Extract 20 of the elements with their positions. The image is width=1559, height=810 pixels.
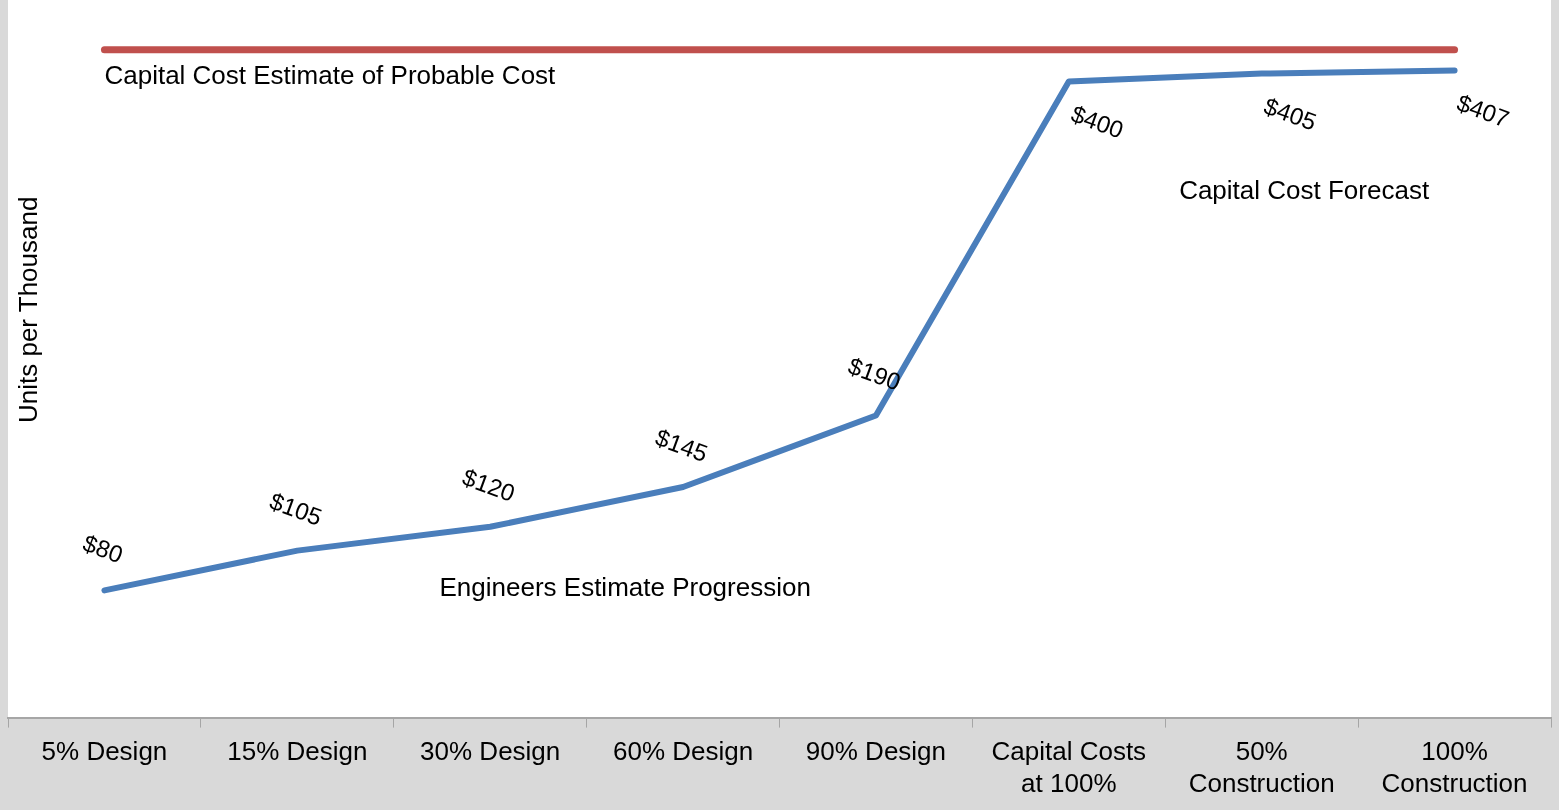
- x-tick-label: 30% Design: [420, 736, 561, 767]
- y-axis-title: Units per Thousand: [13, 196, 44, 424]
- annotation: Engineers Estimate Progression: [439, 571, 811, 602]
- x-tick-label: Capital Costs at 100%: [991, 736, 1147, 798]
- annotation: Capital Cost Forecast: [1179, 174, 1430, 205]
- x-tick-label: 50% Construction: [1188, 736, 1335, 798]
- x-tick-label: 100% Construction: [1381, 736, 1528, 798]
- data-label: $105: [266, 487, 326, 531]
- data-label: $407: [1453, 88, 1513, 133]
- ref-line-label: Capital Cost Estimate of Probable Cost: [104, 59, 557, 90]
- data-label: $405: [1260, 91, 1321, 136]
- x-tick-label: 5% Design: [41, 736, 168, 767]
- data-label: $80: [79, 529, 127, 569]
- data-label: $190: [844, 351, 905, 396]
- data-label: $120: [459, 463, 519, 507]
- x-tick-label: 15% Design: [227, 736, 368, 767]
- data-label: $400: [1067, 99, 1128, 144]
- data-label: $145: [652, 423, 712, 468]
- x-tick-label: 60% Design: [612, 736, 754, 767]
- x-tick-label: 90% Design: [805, 736, 947, 767]
